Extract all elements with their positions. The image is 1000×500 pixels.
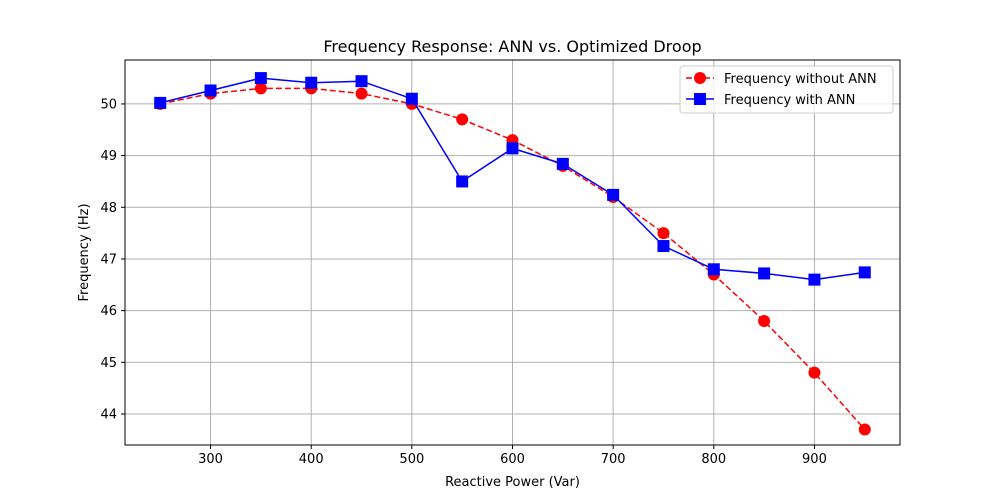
y-tick-label: 44	[100, 407, 117, 422]
y-axis-label: Frequency (Hz)	[77, 203, 92, 301]
series-1-point	[355, 75, 368, 88]
series-layer	[154, 72, 871, 436]
y-tick-label: 50	[100, 97, 117, 112]
series-1-point	[254, 72, 267, 85]
x-tick-label: 400	[299, 452, 324, 467]
series-1-point	[657, 240, 670, 253]
series-1-point	[204, 84, 217, 97]
y-tick-label: 46	[100, 304, 117, 319]
x-axis-ticks: 300 400 500 600 700 800 900	[198, 445, 827, 467]
y-axis-ticks: 44 45 46 47 48 49 50	[100, 97, 125, 422]
y-tick-label: 47	[100, 252, 117, 267]
series-1-point	[758, 267, 771, 280]
series-1-point	[154, 96, 167, 109]
y-tick-label: 48	[100, 201, 117, 216]
legend-label-with-ann: Frequency with ANN	[724, 93, 855, 108]
legend-label-without-ann: Frequency without ANN	[724, 72, 877, 87]
series-1-point	[456, 175, 469, 188]
legend-box	[679, 65, 894, 114]
plot-frame	[124, 59, 901, 446]
series-0-point	[808, 366, 821, 379]
x-tick-label: 800	[701, 452, 726, 467]
x-tick-label: 900	[802, 452, 827, 467]
legend-marker-with-ann	[694, 93, 706, 105]
series-0-point	[355, 87, 368, 100]
x-tick-label: 600	[500, 452, 525, 467]
series-0-point	[657, 227, 670, 240]
x-axis-label: Reactive Power (Var)	[445, 475, 580, 490]
y-tick-label: 49	[100, 149, 117, 164]
series-0-point	[858, 423, 871, 436]
series-1-point	[305, 76, 318, 89]
grid	[125, 60, 900, 445]
legend-marker-without-ann	[694, 72, 706, 84]
legend: Frequency without ANN Frequency with ANN	[679, 65, 894, 114]
series-1-point	[556, 157, 569, 170]
series-1-point	[405, 92, 418, 105]
x-tick-label: 300	[198, 452, 223, 467]
chart-title: Frequency Response: ANN vs. Optimized Dr…	[323, 37, 701, 56]
series-1-point	[858, 266, 871, 279]
x-tick-label: 700	[601, 452, 626, 467]
series-0-point	[758, 314, 771, 327]
series-1-point	[707, 263, 720, 276]
series-0-point	[254, 82, 267, 95]
series-0-point	[456, 113, 469, 126]
y-tick-label: 45	[100, 356, 117, 371]
series-1-point	[808, 273, 821, 286]
x-tick-label: 500	[399, 452, 424, 467]
series-1-point	[607, 188, 620, 201]
series-1-point	[506, 142, 519, 155]
